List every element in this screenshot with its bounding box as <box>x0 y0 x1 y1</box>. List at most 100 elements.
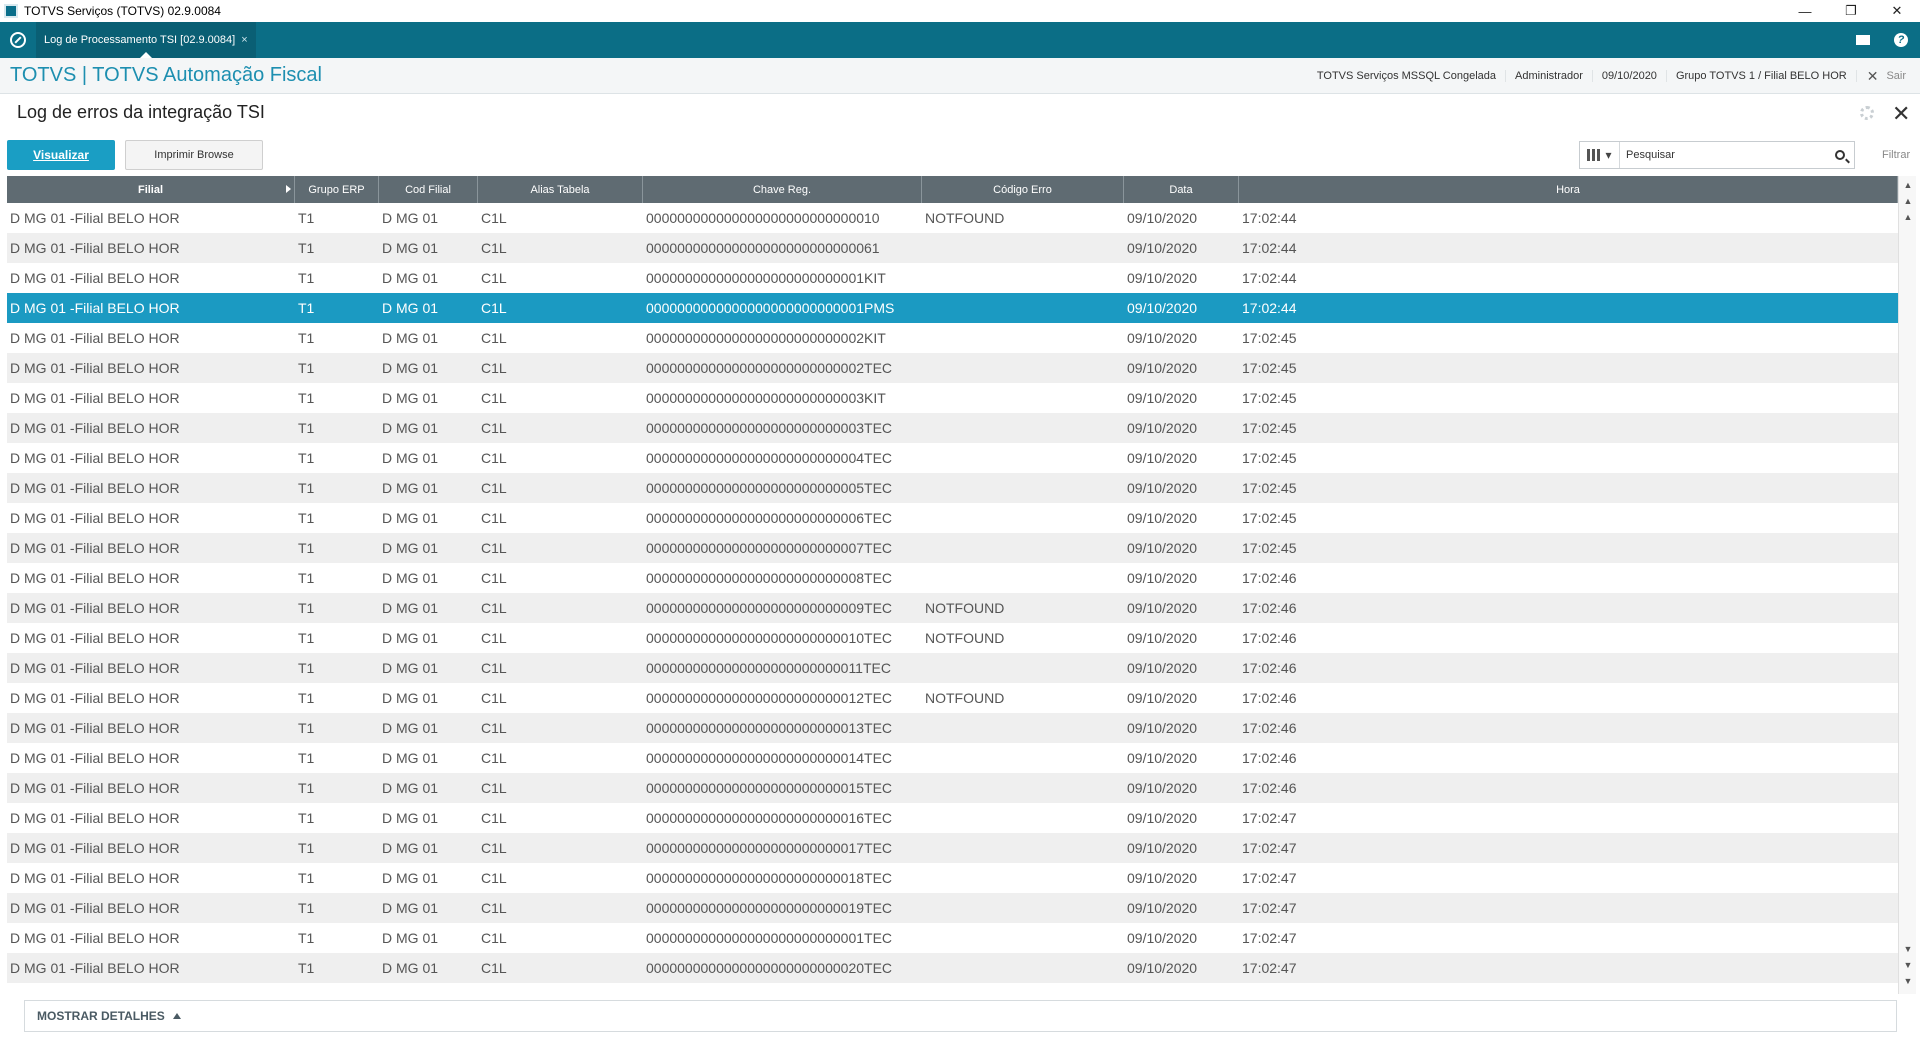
scroll-page-down-icon[interactable]: ▼ <box>1903 960 1913 970</box>
cell-chave-reg: 0000000000000000000000000003TEC <box>646 420 893 436</box>
cell-cod-filial: D MG 01 <box>382 270 439 286</box>
help-button[interactable]: ? <box>1882 33 1920 47</box>
filter-link[interactable]: Filtrar <box>1882 149 1911 161</box>
table-row[interactable]: D MG 01 -Filial BELO HOR T1 D MG 01 C1L 0000… <box>7 683 1898 713</box>
close-page-icon[interactable]: ✕ <box>1892 101 1911 126</box>
cell-data: 09/10/2020 <box>1127 270 1198 286</box>
print-browse-button[interactable]: Imprimir Browse <box>125 140 263 170</box>
table-row[interactable]: D MG 01 -Filial BELO HOR T1 D MG 01 C1L 0000… <box>7 533 1898 563</box>
table-row[interactable]: D MG 01 -Filial BELO HOR T1 D MG 01 C1L 0000… <box>7 833 1898 863</box>
cell-alias-tabela: C1L <box>481 300 507 316</box>
home-button[interactable] <box>0 22 36 58</box>
table-row[interactable]: D MG 01 -Filial BELO HOR T1 D MG 01 C1L 0000… <box>7 893 1898 923</box>
search-input[interactable] <box>1620 143 1826 167</box>
date-label[interactable]: 09/10/2020 <box>1593 70 1667 82</box>
cell-hora: 17:02:45 <box>1242 420 1297 436</box>
table-row[interactable]: D MG 01 -Filial BELO HOR T1 D MG 01 C1L 0000… <box>7 803 1898 833</box>
cell-filial: D MG 01 -Filial BELO HOR <box>10 270 180 286</box>
table-row[interactable]: D MG 01 -Filial BELO HOR T1 D MG 01 C1L 0000… <box>7 203 1898 233</box>
table-row[interactable]: D MG 01 -Filial BELO HOR T1 D MG 01 C1L 0000… <box>7 353 1898 383</box>
cell-chave-reg: 0000000000000000000000000019TEC <box>646 900 893 916</box>
help-icon: ? <box>1894 33 1908 47</box>
cell-filial: D MG 01 -Filial BELO HOR <box>10 870 180 886</box>
cell-data: 09/10/2020 <box>1127 510 1198 526</box>
cell-chave-reg: 0000000000000000000000000008TEC <box>646 570 893 586</box>
cell-chave-reg: 0000000000000000000000000001PMS <box>646 300 895 316</box>
table-row[interactable]: D MG 01 -Filial BELO HOR T1 D MG 01 C1L 0000… <box>7 263 1898 293</box>
table-row[interactable]: D MG 01 -Filial BELO HOR T1 D MG 01 C1L 0000… <box>7 503 1898 533</box>
table-row[interactable]: D MG 01 -Filial BELO HOR T1 D MG 01 C1L 0000… <box>7 923 1898 953</box>
table-row[interactable]: D MG 01 -Filial BELO HOR T1 D MG 01 C1L 0000… <box>7 593 1898 623</box>
column-header-data[interactable]: Data <box>1124 176 1239 203</box>
cell-chave-reg: 0000000000000000000000000020TEC <box>646 960 893 976</box>
scroll-up-icon[interactable]: ▲ <box>1903 212 1913 222</box>
cell-chave-reg: 0000000000000000000000000002KIT <box>646 330 886 346</box>
cell-hora: 17:02:45 <box>1242 510 1297 526</box>
cell-chave-reg: 0000000000000000000000000009TEC <box>646 600 893 616</box>
table-row[interactable]: D MG 01 -Filial BELO HOR T1 D MG 01 C1L 0000… <box>7 653 1898 683</box>
cell-chave-reg: 0000000000000000000000000001TEC <box>646 930 893 946</box>
cell-cod-filial: D MG 01 <box>382 720 439 736</box>
table-row[interactable]: D MG 01 -Filial BELO HOR T1 D MG 01 C1L 0000… <box>7 743 1898 773</box>
column-header-hora[interactable]: Hora <box>1239 176 1898 203</box>
cell-hora: 17:02:45 <box>1242 450 1297 466</box>
cell-hora: 17:02:45 <box>1242 390 1297 406</box>
cell-cod-filial: D MG 01 <box>382 840 439 856</box>
cell-alias-tabela: C1L <box>481 510 507 526</box>
cell-cod-filial: D MG 01 <box>382 330 439 346</box>
table-row[interactable]: D MG 01 -Filial BELO HOR T1 D MG 01 C1L 0000… <box>7 233 1898 263</box>
cell-grupo-erp: T1 <box>298 210 315 226</box>
minimize-button[interactable]: — <box>1798 3 1812 19</box>
column-header-alias-tabela[interactable]: Alias Tabela <box>478 176 643 203</box>
scroll-down-icon[interactable]: ▼ <box>1903 944 1913 954</box>
grid-scrollbar[interactable]: ▲ ▲ ▲ ▼ ▼ ▼ <box>1898 176 1916 994</box>
page-title: Log de erros da integração TSI <box>17 102 265 122</box>
gear-icon[interactable] <box>1860 106 1874 120</box>
cell-hora: 17:02:45 <box>1242 480 1297 496</box>
table-row[interactable]: D MG 01 -Filial BELO HOR T1 D MG 01 C1L 0000… <box>7 413 1898 443</box>
table-row[interactable]: D MG 01 -Filial BELO HOR T1 D MG 01 C1L 0000… <box>7 443 1898 473</box>
window-close-button[interactable]: ✕ <box>1891 3 1903 18</box>
show-details-toggle[interactable]: MOSTRAR DETALHES <box>37 1009 181 1023</box>
messages-button[interactable] <box>1844 35 1882 45</box>
column-header-codigo-erro[interactable]: Código Erro <box>922 176 1124 203</box>
column-header-grupo-erp[interactable]: Grupo ERP <box>295 176 379 203</box>
table-row[interactable]: D MG 01 -Filial BELO HOR T1 D MG 01 C1L 0000… <box>7 713 1898 743</box>
environment-label[interactable]: TOTVS Serviços MSSQL Congelada <box>1308 70 1507 82</box>
branch-label[interactable]: Grupo TOTVS 1 / Filial BELO HOR <box>1667 70 1857 82</box>
column-header-cod-filial[interactable]: Cod Filial <box>379 176 478 203</box>
scroll-top-icon[interactable]: ▲ <box>1903 180 1913 190</box>
restore-button[interactable]: ❐ <box>1845 3 1857 18</box>
table-row[interactable]: D MG 01 -Filial BELO HOR T1 D MG 01 C1L 0000… <box>7 473 1898 503</box>
table-row[interactable]: D MG 01 -Filial BELO HOR T1 D MG 01 C1L 0000… <box>7 563 1898 593</box>
column-selector-button[interactable]: ▾ <box>1580 142 1620 168</box>
exit-button[interactable]: ✕ Sair <box>1857 68 1920 85</box>
tab-close-icon[interactable]: × <box>241 34 248 46</box>
scroll-page-up-icon[interactable]: ▲ <box>1903 196 1913 206</box>
cell-hora: 17:02:46 <box>1242 720 1297 736</box>
cell-data: 09/10/2020 <box>1127 390 1198 406</box>
table-row[interactable]: D MG 01 -Filial BELO HOR T1 D MG 01 C1L 0000… <box>7 323 1898 353</box>
column-header-chave-reg[interactable]: Chave Reg. <box>643 176 922 203</box>
cell-grupo-erp: T1 <box>298 840 315 856</box>
view-button[interactable]: Visualizar <box>7 140 115 170</box>
window-title: TOTVS Serviços (TOTVS) 02.9.0084 <box>24 4 221 18</box>
cell-filial: D MG 01 -Filial BELO HOR <box>10 930 180 946</box>
search-button[interactable] <box>1826 150 1854 160</box>
cell-chave-reg: 0000000000000000000000000012TEC <box>646 690 893 706</box>
table-row[interactable]: D MG 01 -Filial BELO HOR T1 D MG 01 C1L 0000… <box>7 293 1898 323</box>
exit-icon: ✕ <box>1866 67 1879 84</box>
table-row[interactable]: D MG 01 -Filial BELO HOR T1 D MG 01 C1L 0000… <box>7 623 1898 653</box>
column-header-filial[interactable]: Filial <box>7 176 295 203</box>
cell-hora: 17:02:44 <box>1242 240 1297 256</box>
table-row[interactable]: D MG 01 -Filial BELO HOR T1 D MG 01 C1L 0000… <box>7 383 1898 413</box>
cell-alias-tabela: C1L <box>481 240 507 256</box>
cell-hora: 17:02:44 <box>1242 270 1297 286</box>
scroll-bottom-icon[interactable]: ▼ <box>1903 976 1913 986</box>
tab-log-processamento[interactable]: Log de Processamento TSI [02.9.0084] × <box>36 22 256 58</box>
table-row[interactable]: D MG 01 -Filial BELO HOR T1 D MG 01 C1L 0000… <box>7 773 1898 803</box>
table-row[interactable]: D MG 01 -Filial BELO HOR T1 D MG 01 C1L 0000… <box>7 953 1898 983</box>
user-label[interactable]: Administrador <box>1506 70 1593 82</box>
table-row[interactable]: D MG 01 -Filial BELO HOR T1 D MG 01 C1L 0000… <box>7 863 1898 893</box>
window-titlebar: TOTVS Serviços (TOTVS) 02.9.0084 — ❐ ✕ <box>0 0 1920 22</box>
